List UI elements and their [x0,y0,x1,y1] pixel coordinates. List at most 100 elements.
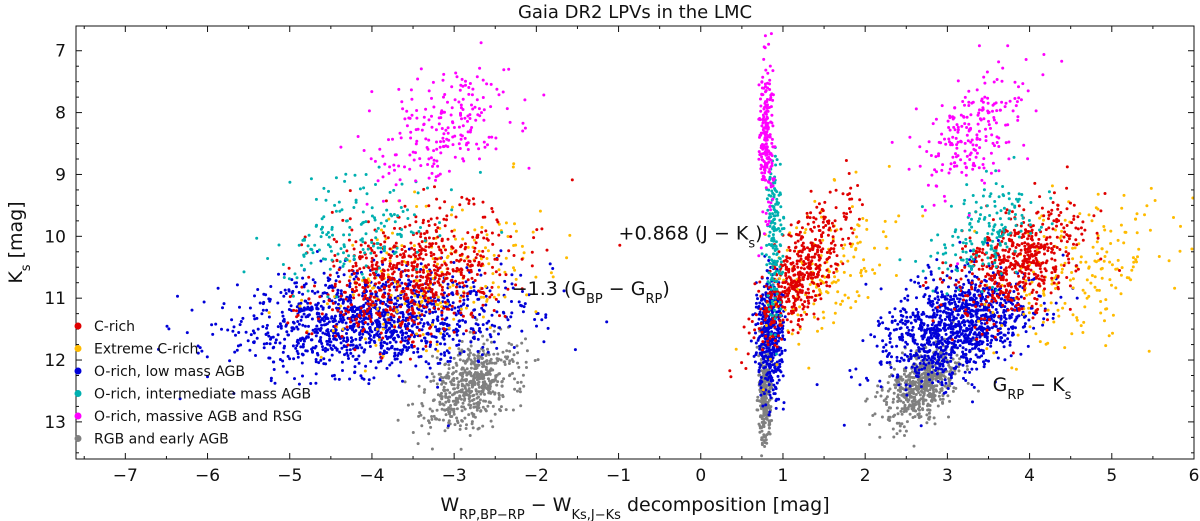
scatter-point [475,373,479,377]
scatter-point [440,313,444,317]
scatter-point [925,328,929,332]
scatter-point [342,344,346,348]
scatter-point [441,418,445,422]
scatter-point [478,327,482,330]
scatter-point [220,327,223,331]
scatter-point [894,274,898,277]
scatter-point [494,297,498,301]
scatter-point [374,366,378,370]
scatter-point [973,286,977,290]
scatter-point [461,302,465,306]
scatter-point [454,403,457,407]
scatter-point [544,313,548,317]
scatter-point [775,363,779,367]
scatter-point [935,344,938,348]
scatter-point [1087,213,1091,217]
scatter-point [383,341,387,344]
scatter-point [476,403,480,407]
scatter-point [995,350,999,354]
scatter-point [375,327,379,331]
scatter-point [1135,231,1139,235]
scatter-point [492,253,496,257]
scatter-point [235,348,239,352]
scatter-point [306,306,310,310]
scatter-point [994,308,998,311]
scatter-point [474,405,478,409]
scatter-point [996,239,1000,242]
scatter-point [440,317,444,321]
scatter-point [938,339,942,343]
scatter-point [884,235,888,239]
scatter-point [961,363,965,367]
scatter-point [760,429,764,433]
scatter-point [469,358,473,362]
scatter-point [937,367,940,371]
scatter-point [232,392,236,395]
scatter-point [497,372,501,376]
scatter-point [927,417,931,421]
scatter-point [435,343,439,346]
scatter-point [908,384,912,388]
scatter-point [934,287,938,291]
scatter-point [943,378,947,382]
scatter-point [430,447,434,451]
scatter-point [888,375,892,378]
scatter-point [428,269,432,273]
scatter-point [410,295,413,299]
scatter-point [471,327,475,331]
scatter-point [400,248,404,251]
scatter-point [298,304,302,308]
scatter-point [457,397,460,401]
scatter-point [324,323,328,327]
scatter-point [902,358,906,362]
scatter-point [398,348,402,352]
scatter-point [522,251,526,255]
scatter-point [481,349,485,353]
scatter-point [1073,246,1077,250]
scatter-point [457,380,461,384]
scatter-point [1116,258,1120,262]
scatter-point [910,328,914,332]
scatter-point [896,393,900,397]
scatter-point [932,278,936,282]
scatter-point [479,372,483,376]
scatter-point [316,290,320,294]
scatter-point [404,319,408,323]
scatter-point [485,327,489,331]
scatter-point [1099,311,1103,315]
scatter-point [956,346,959,350]
scatter-point [768,348,772,352]
scatter-point [807,366,811,370]
scatter-point [1120,266,1124,270]
scatter-point [1057,314,1061,318]
scatter-point [472,289,476,293]
scatter-point [962,282,966,286]
scatter-point [262,346,266,350]
scatter-point [338,350,342,354]
scatter-point [301,323,305,327]
scatter-point [423,388,427,392]
scatter-point [925,314,929,318]
scatter-point [909,278,913,282]
scatter-point [947,415,950,419]
scatter-point [497,300,500,304]
scatter-point [1061,253,1065,257]
scatter-point [313,291,317,295]
scatter-point [349,299,353,302]
scatter-point [350,310,354,313]
scatter-point [958,293,961,297]
scatter-point [467,397,471,401]
scatter-point [354,358,358,362]
scatter-point [421,333,425,336]
scatter-points [157,32,1195,458]
scatter-point [763,369,767,373]
scatter-point [951,310,955,314]
scatter-point [290,278,294,282]
scatter-point [449,380,453,384]
scatter-point [246,339,250,343]
scatter-point [307,332,311,336]
scatter-point [350,228,354,232]
scatter-point [1010,366,1014,370]
scatter-point [1063,261,1067,265]
scatter-point [905,326,909,329]
